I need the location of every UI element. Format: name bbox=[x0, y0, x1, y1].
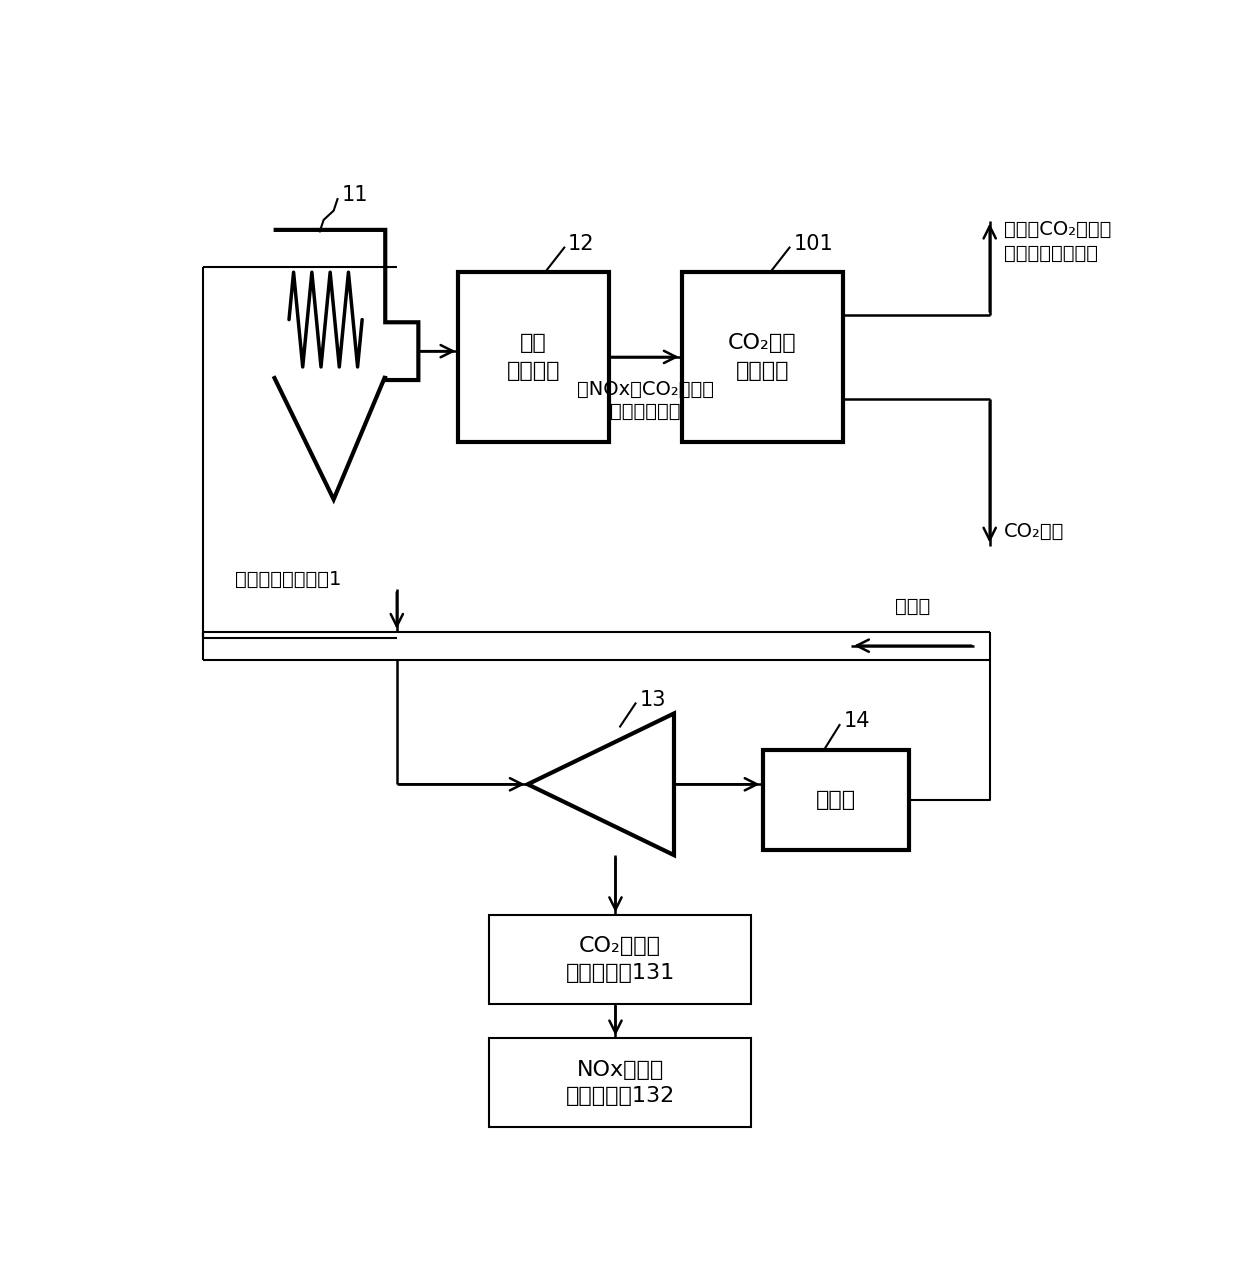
Text: CO₂分离: CO₂分离 bbox=[728, 333, 797, 353]
Text: 回收装置: 回收装置 bbox=[735, 361, 790, 381]
Text: 12: 12 bbox=[568, 233, 595, 254]
Bar bbox=[490, 915, 751, 1004]
Text: （燃烧废气）: （燃烧废气） bbox=[610, 401, 681, 420]
Text: 101: 101 bbox=[794, 233, 833, 254]
Text: 含NOx、CO₂的气体: 含NOx、CO₂的气体 bbox=[577, 380, 714, 399]
Text: NOx脱离用: NOx脱离用 bbox=[577, 1060, 663, 1079]
Bar bbox=[490, 1038, 751, 1127]
Bar bbox=[459, 273, 609, 442]
Bar bbox=[682, 273, 843, 442]
Text: 来自气气热交换器1: 来自气气热交换器1 bbox=[236, 569, 341, 589]
Text: 冷凝水: 冷凝水 bbox=[895, 598, 930, 617]
Text: CO₂脱离用: CO₂脱离用 bbox=[579, 936, 661, 957]
Text: 除去了CO₂的气体: 除去了CO₂的气体 bbox=[1003, 220, 1111, 240]
Text: 凝汽器: 凝汽器 bbox=[816, 790, 856, 810]
Text: 提取水蔭气131: 提取水蔭气131 bbox=[565, 963, 675, 982]
Text: 净化装置: 净化装置 bbox=[507, 361, 560, 381]
Text: 废气: 废气 bbox=[520, 333, 547, 353]
Text: （排放到空气中）: （排放到空气中） bbox=[1003, 243, 1097, 262]
Text: 提取水蔭气132: 提取水蔭气132 bbox=[565, 1085, 675, 1106]
Text: 11: 11 bbox=[341, 185, 368, 205]
Bar bbox=[763, 749, 909, 850]
Text: 14: 14 bbox=[843, 711, 870, 731]
Text: CO₂回收: CO₂回收 bbox=[1003, 522, 1064, 541]
Text: 13: 13 bbox=[640, 689, 666, 710]
